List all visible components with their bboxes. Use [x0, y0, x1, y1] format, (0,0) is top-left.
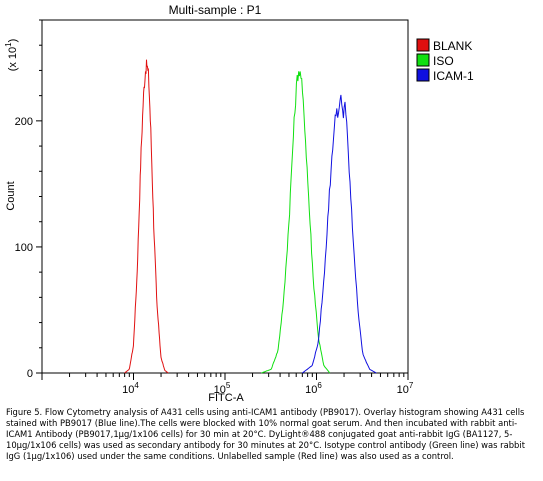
y-multiplier-label: (x 101) [4, 39, 19, 72]
series-line-icam-1 [302, 94, 377, 374]
x-tick-label: 104 [122, 381, 139, 396]
y-tick-label: 200 [15, 116, 33, 128]
x-tick-label: 106 [305, 381, 322, 396]
x-axis: 104 105 106 107 [41, 373, 414, 396]
histogram-chart: Multi-sample : P1 (x 101) Count 0100200 … [4, 3, 474, 404]
legend-label: ICAM-1 [433, 69, 474, 83]
chart-title: Multi-sample : P1 [169, 3, 262, 17]
legend-swatch [416, 68, 430, 82]
x-axis-label: FITC-A [208, 392, 244, 404]
legend-swatch [416, 53, 430, 67]
legend-label: BLANK [433, 39, 472, 53]
y-tick-label: 100 [15, 242, 33, 254]
series-group [124, 59, 377, 374]
x-tick-label: 107 [397, 381, 414, 396]
y-tick-label: 0 [27, 368, 33, 380]
series-line-blank [124, 59, 169, 374]
plot-area [41, 19, 409, 374]
y-axis-label: Count [5, 181, 17, 210]
x-tick-label: 105 [214, 381, 231, 396]
legend-label: ISO [433, 54, 454, 68]
legend-swatch [416, 38, 430, 52]
plot-frame [41, 19, 409, 374]
y-axis: 0 100 200 [15, 19, 42, 380]
figure-caption: Figure 5. Flow Cytometry analysis of A43… [6, 407, 525, 461]
